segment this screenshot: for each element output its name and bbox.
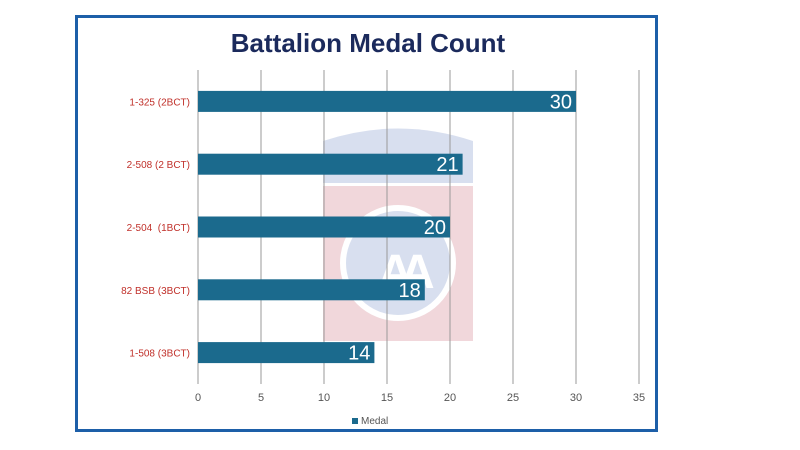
data-label: 21 [436,154,458,176]
category-label: 2-504 (1BCT) [127,223,190,234]
x-tick-label: 15 [381,392,393,404]
category-label: 1-508 (3BCT) [129,349,190,360]
x-tick-label: 35 [633,392,645,404]
data-label: 30 [550,91,572,113]
bar [198,90,576,112]
x-tick-label: 30 [570,392,582,404]
x-tick-label: 5 [258,392,264,404]
category-label: 2-508 (2 BCT) [127,160,190,171]
x-tick-label: 25 [507,392,519,404]
data-label: 20 [424,217,446,239]
x-tick-label: 10 [318,392,330,404]
bar [198,216,450,238]
bar [198,153,463,175]
legend-label: Medal [361,416,388,427]
legend: Medal [352,416,388,427]
data-label: 14 [348,343,370,365]
value-labels-group: 30 21 20 18 14 [348,91,572,364]
bars-group [198,90,576,364]
legend-swatch [352,418,358,424]
x-tick-label: 20 [444,392,456,404]
category-label: 82 BSB (3BCT) [121,286,190,297]
x-tick-label: 0 [195,392,201,404]
category-labels-group: 1-325 (2BCT) 2-508 (2 BCT) 2-504 (1BCT) 82 … [121,97,190,359]
chart-title: Battalion Medal Count [231,28,506,58]
bar [198,279,425,301]
chart-frame: A A Battalion Medal Count 30 21 20 18 14 1-3… [75,15,658,432]
category-label: 1-325 (2BCT) [129,97,190,108]
x-tick-labels-group: 0 5 10 15 20 25 30 35 [195,392,645,404]
bar [198,342,375,364]
data-label: 18 [399,280,421,302]
